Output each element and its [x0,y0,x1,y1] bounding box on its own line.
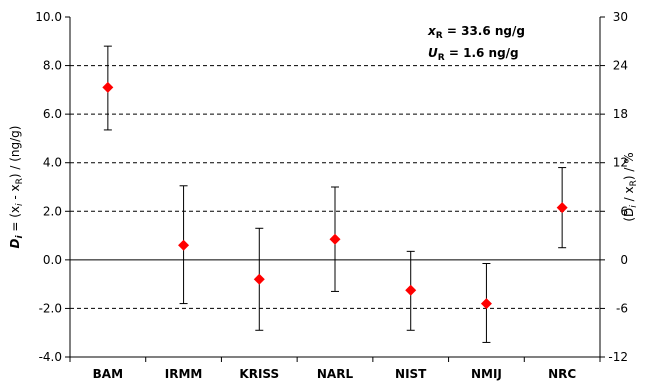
y2-tick-label: 30 [613,10,628,24]
y-axis-title: Di = (xi - xR) / (ng/g) [8,126,25,249]
y-tick-label: 2.0 [43,204,62,218]
y2-tick-label: -12 [608,350,628,364]
y-tick-label: 0.0 [43,253,62,267]
category-label: NARL [317,367,354,381]
y2-axis-title: (Di / xR) / % [622,152,639,221]
y-tick-label: 4.0 [43,156,62,170]
category-label: KRISS [239,367,279,381]
y-tick-label: 8.0 [43,59,62,73]
data-point [253,273,265,285]
y2-tick-label: 0 [620,253,628,267]
data-point [480,298,492,310]
annotation-xr: xR = 33.6 ng/g [427,24,525,41]
y2-tick-label: 12 [613,156,628,170]
annotation-ur: UR = 1.6 ng/g [428,46,519,63]
data-point [556,202,568,214]
category-label: BAM [93,367,123,381]
axes [69,17,601,362]
category-labels: BAM IRMM KRISS NARL NIST NMIJ NRC [93,367,577,381]
category-label: IRMM [165,367,203,381]
data-point [405,284,417,296]
data-marks [102,45,568,343]
category-label: NIST [395,367,427,381]
y-tick-label: 6.0 [43,107,62,121]
category-label: NMIJ [471,367,502,381]
y-tick-label: 10.0 [35,10,62,24]
right-axis-ticks: -12 -6 0 6 12 18 24 30 [600,10,628,364]
y2-tick-label: 18 [613,107,628,121]
y2-tick-label: 6 [620,204,628,218]
category-label: NRC [548,367,576,381]
y2-tick-label: 24 [613,59,628,73]
data-point [102,81,114,93]
data-point [178,239,190,251]
y2-tick-label: -6 [616,301,628,315]
data-point [329,233,341,245]
y-tick-label: -4.0 [39,350,62,364]
left-axis-ticks: -4.0 -2.0 0.0 2.0 4.0 6.0 8.0 10.0 [35,10,70,364]
y-tick-label: -2.0 [39,301,62,315]
